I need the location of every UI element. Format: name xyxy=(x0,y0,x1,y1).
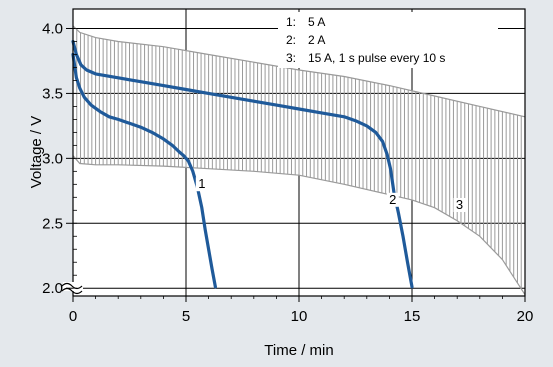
x-tick-label: 0 xyxy=(69,308,77,325)
x-tick-label: 10 xyxy=(291,308,308,325)
ticks: 0 5 10 15 20 2.0 2.5 3.0 3.5 4.0 xyxy=(42,20,533,325)
curve-label-bg xyxy=(386,192,399,207)
legend-number: 2: xyxy=(286,33,296,47)
x-tick-label: 5 xyxy=(182,308,190,325)
axis-break-wave xyxy=(61,287,83,295)
y-axis-break-mark xyxy=(61,282,83,295)
y-tick-label: 2.0 xyxy=(42,280,63,297)
x-tick-label: 15 xyxy=(404,308,421,325)
legend-number: 1: xyxy=(286,15,296,29)
series-1-line xyxy=(71,52,217,289)
y-axis-label: Voltage / V xyxy=(28,116,45,189)
y-tick-label: 4.0 xyxy=(42,20,63,37)
y-tick-label: 2.5 xyxy=(42,215,63,232)
legend-box xyxy=(278,12,498,68)
y-tick-label: 3.0 xyxy=(42,150,63,167)
curve-label-bg xyxy=(195,177,208,192)
axis-break-wave xyxy=(61,282,83,290)
x-axis-label: Time / min xyxy=(264,342,333,359)
legend-text: 15 A, 1 s pulse every 10 s xyxy=(308,51,445,65)
legend-text: 2 A xyxy=(308,33,325,47)
x-tick-label: 20 xyxy=(517,308,534,325)
curve-label-3: 3 xyxy=(456,197,463,212)
series-3-upper-envelope xyxy=(72,25,526,118)
legend: 1: 5 A 2: 2 A 3: 15 A, 1 s pulse every 10 s xyxy=(278,12,498,68)
curve-label-2: 2 xyxy=(389,192,396,207)
curve-label-bg xyxy=(453,197,466,212)
y-tick-label: 3.5 xyxy=(42,85,63,102)
legend-number: 3: xyxy=(286,51,296,65)
curve-labels: 1 2 3 xyxy=(195,176,466,212)
curve-label-1: 1 xyxy=(198,176,205,191)
series-2-line xyxy=(71,39,414,289)
legend-text: 5 A xyxy=(308,15,325,29)
curves xyxy=(71,39,414,289)
series-3-lower-envelope xyxy=(72,155,526,296)
